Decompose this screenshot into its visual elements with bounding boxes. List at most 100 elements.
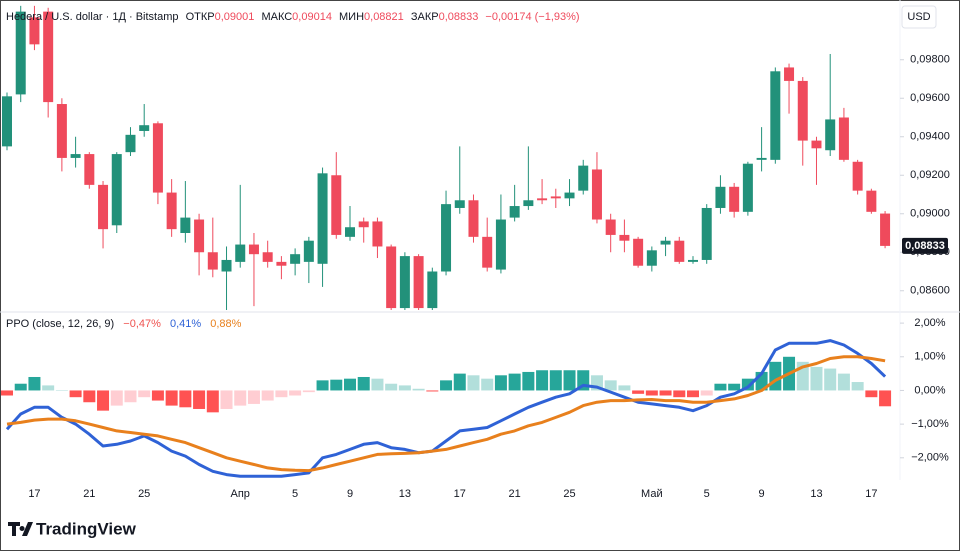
candle-body	[180, 217, 191, 233]
candle-body	[660, 240, 671, 245]
histogram-bar	[55, 390, 68, 391]
histogram-bar	[124, 390, 137, 403]
candle-body	[276, 261, 287, 266]
candle-body	[43, 11, 54, 103]
candle-body	[2, 96, 12, 147]
y-tick-label: 0,09000	[910, 208, 950, 220]
close-label: ЗАКР	[411, 11, 439, 23]
candle-body	[248, 244, 259, 255]
x-tick-label: 21	[509, 488, 521, 500]
candle-body	[317, 173, 328, 264]
candle-body	[495, 219, 506, 270]
histogram-bar	[261, 390, 274, 401]
candle-body	[674, 240, 685, 262]
histogram-bar	[398, 385, 411, 391]
histogram-bar	[769, 361, 782, 391]
x-tick-label: 5	[292, 488, 298, 500]
candle-body	[221, 259, 232, 272]
histogram-bar	[289, 390, 302, 396]
candle-body	[303, 240, 314, 262]
candle-body	[537, 198, 548, 201]
signal-last: 0,88%	[210, 318, 241, 330]
last-price-box	[902, 237, 948, 254]
candle-body	[427, 271, 438, 309]
ppo-last: 0,41%	[170, 318, 201, 330]
candle-body	[509, 206, 520, 218]
histogram-bar	[824, 368, 837, 391]
x-tick-label: Май	[641, 488, 663, 500]
candle-body	[701, 207, 712, 260]
histogram-bar	[220, 390, 233, 409]
currency-button[interactable]	[901, 5, 937, 29]
histogram-bar	[28, 376, 41, 391]
plot-area: 0,086000,088000,090000,092000,094000,096…	[1, 5, 950, 500]
histogram-bar	[481, 378, 494, 391]
histogram-bar	[165, 390, 178, 406]
histogram-bar	[714, 383, 727, 391]
x-tick-label: 13	[810, 488, 822, 500]
candle-body	[633, 238, 644, 266]
histogram-bar	[865, 390, 878, 398]
candle-body	[866, 190, 877, 212]
candle-body	[688, 259, 698, 262]
histogram-bar	[440, 380, 453, 391]
histogram-bar	[837, 373, 850, 391]
high-label: МАКС	[261, 11, 292, 23]
ppo-title: PPO (close, 12, 26, 9)	[6, 318, 114, 330]
histogram-bar	[741, 378, 754, 391]
y-tick-label: 0,08600	[910, 285, 950, 297]
candle-body	[345, 227, 355, 237]
histogram-bar	[385, 383, 398, 391]
x-tick-label: 9	[759, 488, 765, 500]
histogram-bar	[494, 375, 507, 391]
x-tick-label: 25	[138, 488, 150, 500]
histogram-bar	[632, 390, 645, 394]
histogram-bar	[42, 385, 55, 391]
x-tick-label: 17	[28, 488, 40, 500]
histogram-bar	[645, 390, 658, 396]
y-tick-label: 0,09200	[910, 169, 950, 181]
candle-body	[729, 186, 740, 212]
ppo-line	[5, 339, 887, 478]
candle-body	[591, 169, 602, 220]
x-tick-label: Апр	[231, 488, 250, 500]
y-tick-label: −2,00%	[911, 452, 949, 464]
logo-mark	[8, 522, 33, 536]
histogram-bar	[604, 380, 617, 391]
x-tick-label: 17	[865, 488, 877, 500]
close-value: 0,08833	[439, 11, 479, 23]
low-value: 0,08821	[364, 11, 404, 23]
histogram-bar	[69, 390, 82, 398]
candle-body	[742, 163, 753, 212]
histogram-bar	[371, 378, 384, 391]
low-label: МИН	[339, 11, 364, 23]
candle-body	[194, 219, 205, 253]
candle-body	[166, 192, 177, 230]
histogram-bar	[728, 383, 741, 391]
histogram-bar	[879, 390, 892, 407]
candle-body	[784, 67, 795, 81]
candle-body	[139, 125, 150, 131]
logo: TradingView	[8, 519, 137, 538]
candle-body	[756, 157, 767, 160]
y-tick-label: 0,09600	[910, 92, 950, 104]
histogram-bar	[110, 390, 123, 406]
histogram-bar	[810, 366, 823, 391]
currency[interactable]: USD	[907, 11, 930, 23]
candle-body	[482, 236, 493, 268]
candle-body	[70, 154, 81, 158]
histogram-bar	[247, 390, 260, 404]
candle-body	[454, 200, 465, 208]
histogram-bar	[659, 390, 672, 396]
ppo-legend: PPO (close, 12, 26, 9) −0,47% 0,41% 0,88…	[6, 318, 242, 330]
histogram-bar	[426, 390, 439, 392]
candle-body	[372, 221, 383, 247]
candle-body	[207, 252, 218, 270]
histogram-bar	[344, 378, 356, 391]
histogram-bar	[522, 371, 535, 391]
histogram-bar	[206, 390, 219, 413]
symbol: Hedera / U.S. dollar · 1Д · Bitstamp	[6, 11, 179, 23]
candle-body	[386, 246, 397, 309]
